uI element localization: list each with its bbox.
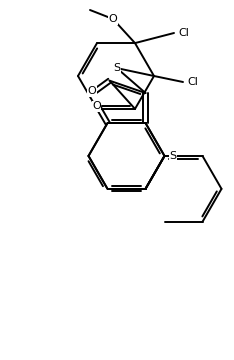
- Text: S: S: [113, 63, 120, 73]
- Text: Cl: Cl: [178, 28, 189, 38]
- Text: Cl: Cl: [187, 77, 198, 87]
- Text: S: S: [169, 151, 177, 161]
- Text: O: O: [92, 102, 101, 112]
- Text: O: O: [109, 14, 117, 24]
- Text: O: O: [88, 86, 96, 96]
